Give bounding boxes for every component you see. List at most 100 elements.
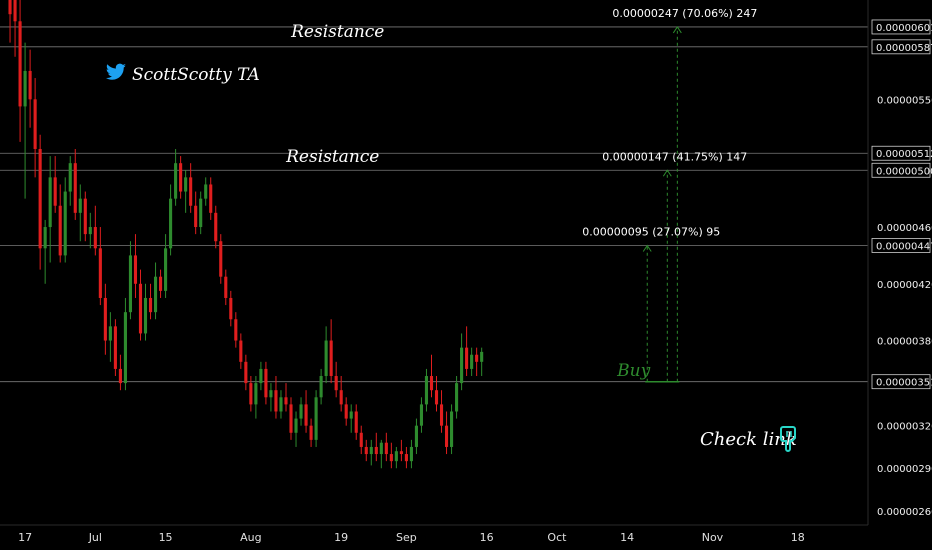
- candle-body: [274, 390, 278, 412]
- candle-body: [455, 383, 459, 412]
- watermark-text: ScottScotty TA: [132, 65, 260, 85]
- candle: [379, 439, 383, 469]
- x-tick-label: Oct: [547, 531, 567, 544]
- candle: [199, 191, 203, 235]
- candle-body: [83, 198, 87, 235]
- candle: [259, 361, 263, 391]
- candle: [470, 347, 474, 377]
- candle: [304, 390, 308, 433]
- y-boxed-label: 0.00000447: [876, 241, 932, 252]
- candle: [184, 170, 188, 213]
- candle: [455, 376, 459, 419]
- candle-body: [309, 425, 313, 440]
- candle-body: [103, 297, 107, 341]
- candle-body: [68, 163, 72, 192]
- candle: [309, 418, 313, 447]
- check-link-text: Check link: [700, 429, 797, 450]
- candle: [264, 361, 268, 405]
- candle: [239, 333, 243, 369]
- y-boxed-label-frame: [871, 145, 931, 161]
- candle: [33, 78, 37, 178]
- candle: [444, 411, 449, 455]
- candle-body: [88, 227, 92, 235]
- candle: [98, 227, 102, 306]
- candle: [28, 49, 32, 128]
- y-boxed-label-frame: [871, 238, 931, 253]
- candle-body: [460, 347, 464, 384]
- candle: [354, 404, 358, 440]
- candle: [143, 283, 148, 341]
- candle: [359, 425, 363, 455]
- candle-body: [369, 446, 373, 455]
- candle-body: [148, 297, 153, 313]
- candle: [88, 212, 92, 249]
- candle: [53, 156, 57, 213]
- candle-body: [18, 21, 22, 107]
- candle-body: [229, 297, 233, 320]
- candle-body: [209, 184, 213, 213]
- candle-body: [354, 411, 358, 433]
- candle-body: [429, 376, 434, 391]
- candle: [234, 312, 238, 348]
- y-boxed-label-frame: [871, 162, 931, 178]
- y-boxed-label: 0.00000587: [876, 43, 932, 54]
- candle: [374, 432, 378, 462]
- candle: [158, 269, 163, 298]
- y-boxed-label: 0.00000351: [876, 378, 932, 389]
- candle-body: [480, 351, 484, 362]
- candle: [294, 411, 298, 447]
- y-boxed-label: 0.00000500: [876, 166, 932, 177]
- candle: [419, 397, 424, 433]
- candle-body: [419, 404, 424, 426]
- y-boxed-label-frame: [871, 39, 931, 55]
- candle-body: [404, 454, 408, 462]
- candle-body: [414, 425, 418, 447]
- candle-body: [339, 390, 343, 405]
- candle-body: [224, 276, 228, 298]
- candle: [204, 177, 208, 206]
- candle-body: [118, 368, 122, 384]
- candle: [465, 326, 469, 377]
- candle-body: [164, 248, 168, 291]
- candle: [319, 368, 323, 405]
- candle-body: [389, 454, 393, 462]
- candle: [429, 354, 434, 398]
- y-tick-label: 0.00000290: [877, 464, 932, 475]
- watermark: ScottScotty TA: [105, 63, 260, 85]
- candle-body: [113, 326, 117, 369]
- x-tick-label: 14: [620, 531, 634, 544]
- candle-body: [73, 163, 77, 213]
- candle-body: [324, 340, 328, 377]
- candle: [43, 219, 47, 284]
- candle-body: [344, 404, 348, 419]
- candle-body: [128, 255, 133, 313]
- y-boxed-label: 0.00000512: [876, 149, 932, 160]
- candle: [284, 383, 288, 412]
- y-tick-label: 0.00000550: [877, 95, 932, 106]
- candle-body: [244, 361, 248, 384]
- candle-body: [43, 227, 47, 249]
- candle: [224, 269, 228, 306]
- candle-body: [23, 70, 27, 107]
- candle: [93, 205, 97, 256]
- projection-label: 0.00000247 (70.06%) 247: [612, 7, 757, 20]
- candle-body: [399, 451, 403, 455]
- candle-body: [194, 205, 198, 228]
- candle: [108, 312, 112, 362]
- candle: [179, 156, 183, 199]
- candle: [279, 390, 283, 419]
- candle: [349, 404, 353, 433]
- x-tick-label: 16: [480, 531, 494, 544]
- check-link-callout[interactable]: Check link: [700, 426, 797, 452]
- candle-body: [364, 446, 368, 455]
- candle-body: [394, 451, 398, 462]
- candle-body: [204, 184, 208, 199]
- candle: [128, 241, 133, 320]
- candle-body: [439, 404, 444, 426]
- candle: [169, 184, 173, 256]
- candle-body: [374, 446, 378, 455]
- candle: [8, 0, 12, 43]
- pointing-hand-icon: [780, 426, 796, 452]
- candle: [48, 156, 52, 263]
